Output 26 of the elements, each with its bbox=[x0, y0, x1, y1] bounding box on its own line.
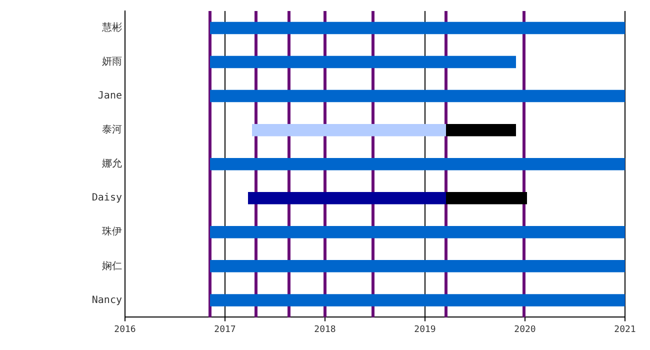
y-tick-label: 慧彬 bbox=[101, 22, 122, 34]
bar bbox=[248, 192, 446, 204]
bar bbox=[210, 226, 625, 238]
bar bbox=[210, 90, 625, 102]
x-tick-label: 2018 bbox=[314, 324, 336, 335]
y-tick-label: 娜允 bbox=[102, 158, 122, 170]
y-tick-label: Jane bbox=[98, 90, 122, 102]
x-tick-label: 2020 bbox=[514, 324, 536, 335]
x-tick-label: 2016 bbox=[114, 324, 136, 335]
bar bbox=[446, 192, 527, 204]
x-tick-label: 2021 bbox=[614, 324, 636, 335]
y-tick-label: Nancy bbox=[92, 294, 122, 306]
y-tick-label: 珠伊 bbox=[102, 226, 122, 238]
y-tick-label: 妍雨 bbox=[102, 56, 122, 68]
bar bbox=[210, 22, 625, 34]
bar bbox=[446, 124, 516, 136]
bar bbox=[210, 158, 625, 170]
x-tick-label: 2017 bbox=[214, 324, 236, 335]
y-tick-label: 娴仁 bbox=[102, 260, 122, 272]
bar bbox=[210, 56, 516, 68]
y-tick-label: 泰河 bbox=[102, 124, 122, 136]
bar bbox=[252, 124, 446, 136]
bar bbox=[210, 260, 625, 272]
y-tick-label: Daisy bbox=[92, 192, 122, 204]
bar bbox=[210, 294, 625, 306]
x-tick-label: 2019 bbox=[414, 324, 436, 335]
